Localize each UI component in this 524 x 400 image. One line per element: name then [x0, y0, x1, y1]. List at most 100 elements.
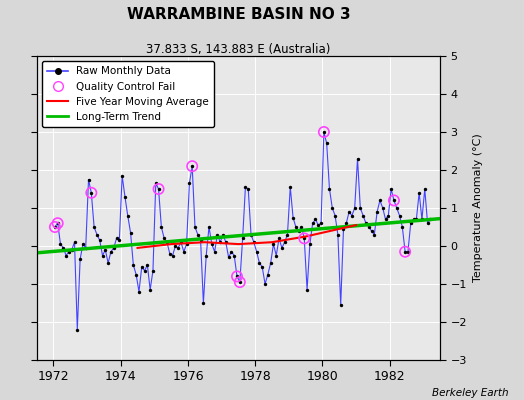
- Point: [320, 129, 328, 135]
- Point: [376, 197, 384, 204]
- Point: [336, 302, 345, 308]
- Point: [244, 186, 253, 192]
- Point: [395, 212, 403, 219]
- Point: [59, 245, 68, 251]
- Point: [177, 239, 185, 245]
- Point: [99, 252, 107, 259]
- Point: [188, 163, 196, 170]
- Point: [283, 231, 292, 238]
- Text: WARRAMBINE BASIN NO 3: WARRAMBINE BASIN NO 3: [127, 7, 350, 22]
- Point: [328, 205, 336, 211]
- Point: [95, 237, 104, 244]
- Point: [322, 140, 331, 146]
- Point: [362, 220, 370, 226]
- Point: [241, 184, 249, 190]
- Point: [253, 248, 261, 255]
- Point: [70, 239, 79, 245]
- Point: [334, 231, 342, 238]
- Point: [219, 231, 227, 238]
- Point: [236, 279, 244, 285]
- Point: [261, 281, 269, 287]
- Point: [266, 260, 275, 266]
- Point: [51, 224, 59, 230]
- Point: [373, 209, 381, 215]
- Point: [157, 224, 166, 230]
- Point: [79, 241, 87, 247]
- Point: [73, 326, 82, 333]
- Point: [121, 193, 129, 200]
- Point: [160, 235, 168, 242]
- Point: [342, 220, 351, 226]
- Point: [297, 224, 305, 230]
- Point: [233, 273, 241, 280]
- Point: [398, 224, 407, 230]
- Point: [227, 248, 236, 255]
- Point: [115, 237, 124, 244]
- Point: [216, 239, 224, 245]
- Point: [68, 246, 76, 253]
- Point: [401, 248, 409, 255]
- Point: [185, 180, 193, 186]
- Point: [168, 252, 177, 259]
- Point: [87, 190, 95, 196]
- Point: [56, 241, 64, 247]
- Point: [107, 248, 115, 255]
- Point: [166, 250, 174, 257]
- Point: [272, 252, 280, 259]
- Point: [426, 216, 434, 222]
- Point: [390, 197, 398, 204]
- Point: [224, 254, 233, 261]
- Point: [118, 172, 126, 179]
- Point: [249, 239, 258, 245]
- Point: [367, 228, 376, 234]
- Point: [421, 186, 429, 192]
- Point: [90, 224, 99, 230]
- Point: [143, 262, 151, 268]
- Point: [275, 235, 283, 242]
- Point: [230, 252, 238, 259]
- Point: [423, 220, 432, 226]
- Point: [381, 216, 390, 222]
- Point: [208, 241, 216, 247]
- Point: [101, 246, 110, 253]
- Point: [196, 237, 205, 244]
- Point: [233, 273, 241, 280]
- Point: [292, 224, 300, 230]
- Point: [359, 212, 367, 219]
- Point: [93, 231, 101, 238]
- Point: [269, 241, 278, 247]
- Point: [140, 268, 149, 274]
- Point: [202, 252, 211, 259]
- Point: [84, 176, 93, 183]
- Point: [180, 248, 188, 255]
- Point: [213, 231, 222, 238]
- Point: [305, 241, 314, 247]
- Point: [351, 205, 359, 211]
- Point: [238, 235, 247, 242]
- Point: [348, 212, 356, 219]
- Point: [205, 224, 213, 230]
- Point: [76, 256, 84, 262]
- Point: [289, 214, 297, 221]
- Point: [325, 186, 334, 192]
- Point: [155, 186, 163, 192]
- Point: [309, 220, 317, 226]
- Point: [82, 245, 90, 251]
- Point: [193, 231, 202, 238]
- Point: [247, 231, 255, 238]
- Point: [258, 264, 266, 270]
- Point: [331, 212, 339, 219]
- Text: Berkeley Earth: Berkeley Earth: [432, 388, 508, 398]
- Point: [146, 286, 155, 293]
- Point: [401, 248, 409, 255]
- Point: [222, 239, 230, 245]
- Point: [415, 190, 423, 196]
- Point: [255, 260, 264, 266]
- Point: [126, 230, 135, 236]
- Point: [286, 184, 294, 190]
- Point: [191, 224, 199, 230]
- Point: [199, 300, 208, 306]
- Y-axis label: Temperature Anomaly (°C): Temperature Anomaly (°C): [473, 134, 483, 282]
- Point: [188, 163, 196, 170]
- Point: [174, 245, 182, 251]
